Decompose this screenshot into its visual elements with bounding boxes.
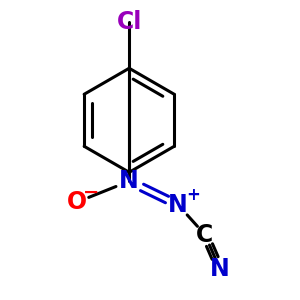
Text: Cl: Cl	[116, 10, 142, 34]
Text: N: N	[119, 169, 139, 193]
Text: C: C	[196, 223, 214, 247]
Text: −: −	[83, 183, 100, 202]
Text: O: O	[67, 190, 87, 214]
Text: N: N	[210, 257, 230, 281]
Text: +: +	[186, 186, 200, 204]
Text: N: N	[168, 193, 188, 217]
